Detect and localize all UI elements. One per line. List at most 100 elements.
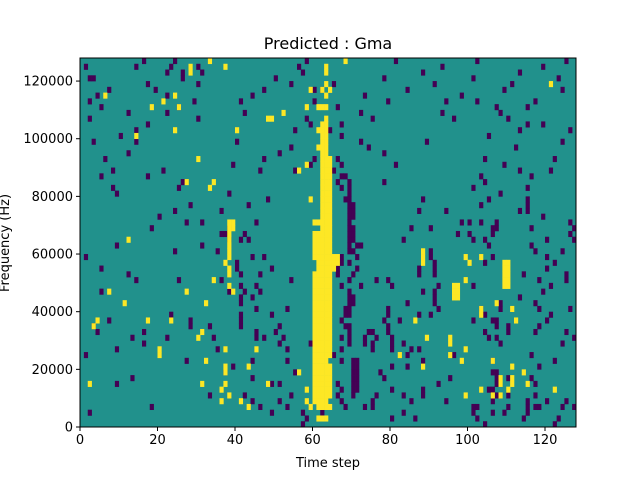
heatmap-cell-high [328,219,333,226]
heatmap-cell-low [242,230,247,238]
heatmap-cell-low [347,259,352,266]
heatmap-cell-high [312,398,317,405]
heatmap-cell-low [494,392,499,399]
heatmap-cell-low [351,369,356,376]
heatmap-cell-high [455,288,461,295]
heatmap-cell-low [533,403,538,411]
heatmap-cell-high [421,254,426,261]
heatmap-cell-high [316,317,321,324]
heatmap-cell-high [312,375,317,382]
heatmap-cell-low [405,363,410,370]
heatmap-cell-low [343,173,348,180]
heatmap-cell-low [393,58,399,65]
heatmap-cell-low [494,334,499,341]
heatmap-cell-high [219,386,224,393]
heatmap-cell-high [312,352,317,359]
heatmap-cell-low [339,132,344,140]
heatmap-cell-high [463,277,468,284]
heatmap-cell-high [227,225,232,232]
heatmap-cell-high [320,352,325,359]
heatmap-cell-high [328,242,333,249]
heatmap-cell-high [227,254,232,261]
heatmap-cell-high [219,398,224,405]
y-tick-label: 40000 [32,305,73,320]
heatmap-cell-low [250,294,255,301]
heatmap-cell-high [324,190,329,197]
heatmap-cell-low [180,179,185,186]
heatmap-cell-high [421,259,426,266]
heatmap-cell-low [246,236,251,243]
heatmap-cell-high [331,254,337,261]
heatmap-cell-high [227,265,232,272]
heatmap-cell-high [312,334,317,341]
heatmap-cell-high [324,92,329,99]
heatmap-cell-high [324,369,329,376]
heatmap-cell-high [324,104,329,111]
heatmap-cell-high [320,150,325,157]
heatmap-cell-low [308,121,313,128]
heatmap-cell-high [510,380,515,387]
heatmap-cell-low [537,323,542,330]
heatmap-cell-low [378,369,383,376]
heatmap-cell-low [242,288,247,295]
heatmap-cell-low [258,167,263,174]
heatmap-cell-low [351,380,356,387]
heatmap-cell-low [188,317,193,324]
heatmap-cell-low [506,375,511,382]
heatmap-cell-low [246,202,251,209]
heatmap-cell-high [134,132,139,140]
heatmap-cell-low [134,127,139,134]
heatmap-cell-high [328,375,333,382]
heatmap-cell-low [370,346,375,353]
heatmap-cell-high [324,300,329,307]
y-axis-ticks: 0 20000 40000 60000 80000 100000 120000 [23,75,80,436]
y-tick-label: 100000 [23,132,73,147]
heatmap-cell-low [351,225,356,232]
heatmap-cell-high [452,294,457,301]
heatmap-cell-high [328,340,333,347]
heatmap-cell-high [316,236,321,243]
heatmap-cell-low [188,202,193,209]
heatmap-cell-high [157,352,162,359]
heatmap-cell-high [320,86,325,93]
heatmap-cell-high [320,196,325,203]
heatmap-cell-low [471,184,476,191]
heatmap-cell-low [355,265,360,272]
x-tick-label: 120 [533,433,558,448]
heatmap-cell-high [269,115,275,122]
heatmap-cell-low [235,259,240,266]
heatmap-cell-high [324,254,329,261]
heatmap-cell-low [347,340,352,347]
heatmap-cell-high [312,323,317,330]
heatmap-cell-low [370,340,375,347]
heatmap-cell-high [328,300,333,307]
heatmap-cell-low [231,161,236,168]
heatmap-cell-high [312,386,317,393]
heatmap-cell-high [312,392,317,399]
heatmap-cell-low [238,323,244,330]
heatmap-cell-high [324,403,329,411]
heatmap-cell-low [335,271,340,278]
heatmap-cell-high [227,230,232,238]
heatmap-cell-high [324,213,329,220]
heatmap-cell-high [312,311,317,318]
heatmap-cell-low [413,415,418,422]
heatmap-cell-low [355,369,360,376]
heatmap-cell-low [254,219,259,226]
heatmap-cell-low [440,63,445,70]
heatmap-cell-low [95,328,100,336]
heatmap-cell-low [254,305,259,312]
heatmap-cell-low [145,173,151,180]
heatmap-cell-low [405,352,410,359]
heatmap-cell-low [312,156,317,163]
heatmap-cell-high [312,248,317,255]
heatmap-cell-high [324,202,329,209]
heatmap-cell-low [362,403,368,411]
heatmap-cells [83,58,577,428]
heatmap-cell-low [335,392,340,399]
heatmap-cell-low [541,288,546,295]
heatmap-cell-high [316,375,321,382]
heatmap-cell-high [320,323,325,330]
heatmap-cell-high [328,225,333,232]
heatmap-cell-high [328,167,333,174]
